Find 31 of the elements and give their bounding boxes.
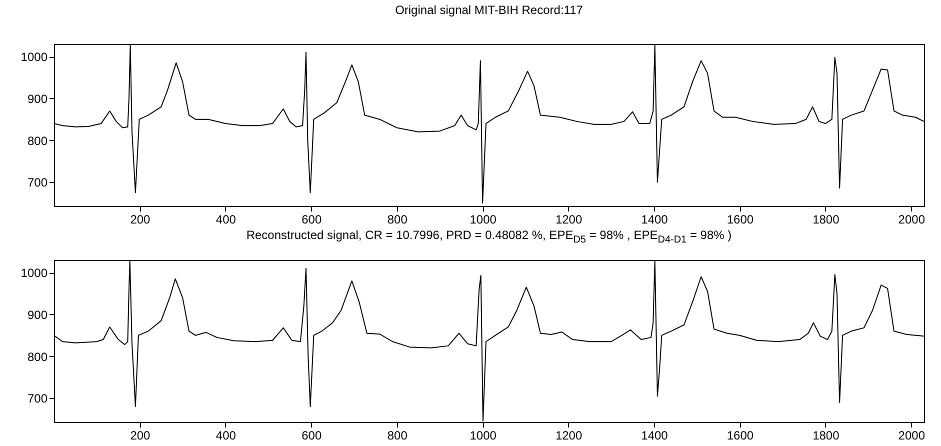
x-tick-label: 1000 xyxy=(470,428,497,442)
x-tick-label: 1400 xyxy=(641,212,668,226)
x-tick-label: 600 xyxy=(302,212,322,226)
y-tick-label: 700 xyxy=(27,176,48,190)
y-tick-label: 700 xyxy=(27,392,48,406)
y-tick-label: 900 xyxy=(27,308,48,322)
x-tick-label: 800 xyxy=(387,428,408,442)
x-tick-label: 400 xyxy=(216,212,236,226)
x-tick-label: 200 xyxy=(130,428,151,442)
x-tick-label: 2000 xyxy=(898,428,926,442)
x-tick-label: 400 xyxy=(216,428,236,442)
chart-title: Reconstructed signal, CR = 10.7996, PRD = 0.48082 %, EPE$_{D5}$ = 98% , EPE$_{D4-D1}$ = 98% ) xyxy=(245,228,733,246)
y-tick-label: 800 xyxy=(27,350,48,364)
x-tick-label: 1600 xyxy=(726,428,754,442)
x-tick-label: 1600 xyxy=(726,212,754,226)
x-tick-label: 1200 xyxy=(555,428,582,442)
y-tick-label: 800 xyxy=(27,134,48,148)
x-tick-label: 600 xyxy=(302,428,322,442)
x-tick-label: 1800 xyxy=(812,428,840,442)
x-tick-label: 1200 xyxy=(555,212,582,226)
line-series xyxy=(54,44,924,204)
y-tick-label: 1000 xyxy=(20,50,48,64)
y-tick-label: 900 xyxy=(27,92,48,106)
x-tick-label: 800 xyxy=(387,212,408,226)
x-tick-label: 1800 xyxy=(812,212,840,226)
y-tick-label: 1000 xyxy=(20,266,48,280)
x-tick-label: 2000 xyxy=(898,212,926,226)
x-tick-label: 1000 xyxy=(470,212,497,226)
chart-title: Original signal MIT-BIH Record:117 xyxy=(394,3,584,17)
x-tick-label: 1400 xyxy=(641,428,668,442)
x-tick-label: 200 xyxy=(130,212,151,226)
